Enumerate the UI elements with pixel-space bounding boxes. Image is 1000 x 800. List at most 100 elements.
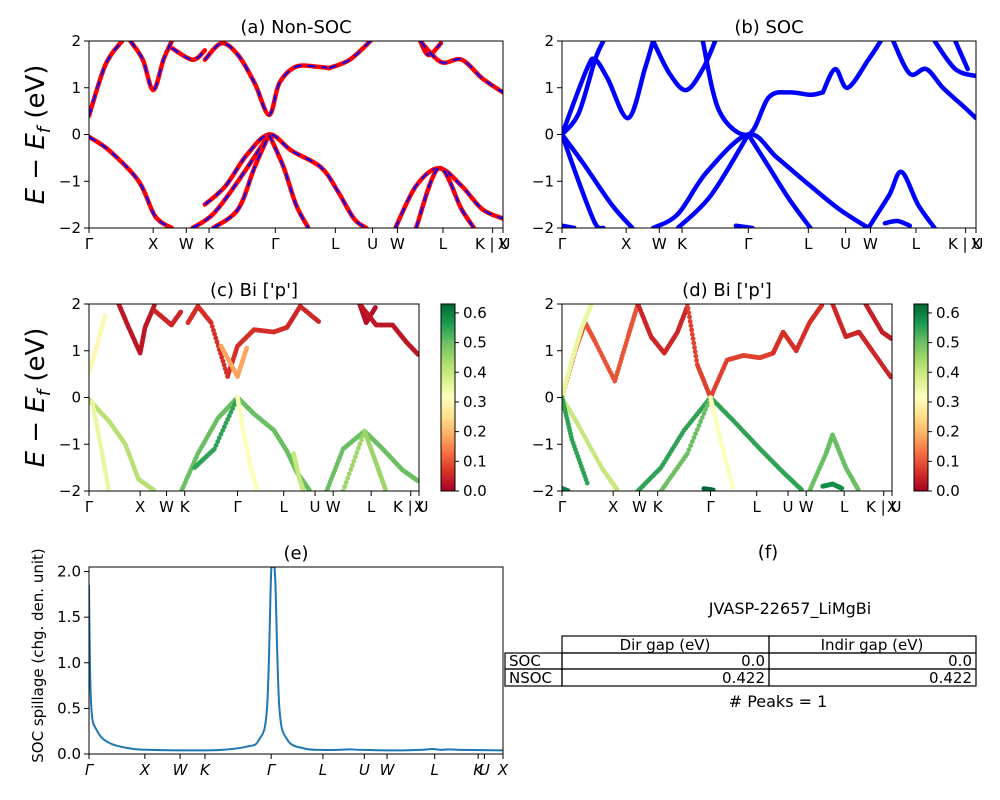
x-tick-label: L — [753, 498, 762, 516]
band-line-nsoc-dashed — [204, 42, 330, 116]
band-point — [690, 336, 696, 342]
band-line-nsoc — [326, 41, 373, 71]
band-point — [93, 418, 99, 423]
y-tick-label: 0 — [71, 389, 81, 407]
band-point — [699, 415, 705, 420]
x-tick-label: W — [390, 235, 405, 253]
band-point — [720, 448, 726, 453]
colorbar-tick-label: 0.6 — [936, 304, 960, 322]
band-line-soc — [820, 41, 884, 95]
x-tick-label: Γ — [558, 235, 567, 253]
y-tick-label: −2 — [59, 219, 81, 237]
band-point — [373, 305, 378, 310]
band-point — [685, 451, 690, 456]
band-point — [692, 349, 698, 355]
y-tick-label: −1 — [59, 172, 81, 190]
y-tick-label: −1 — [532, 435, 554, 453]
y-tick-label: 1 — [71, 79, 81, 97]
x-tick-label: U — [310, 498, 321, 516]
band-point — [208, 320, 214, 326]
band-point — [729, 481, 735, 487]
band-line-soc — [562, 41, 656, 137]
band-point — [98, 443, 104, 449]
y-tick-label: 1.0 — [57, 654, 81, 672]
colorbar-tick-label: 0.6 — [463, 304, 487, 322]
band-point — [231, 402, 237, 408]
band-point — [349, 463, 355, 468]
plot-area-a — [89, 41, 503, 228]
band-point — [218, 351, 223, 356]
band-point — [214, 339, 220, 345]
band-point — [721, 451, 727, 457]
x-tick-label: Γ — [706, 498, 715, 516]
band-point — [686, 310, 692, 316]
table-header-indir-gap: Indir gap (eV) — [821, 636, 924, 654]
band-point — [348, 467, 354, 472]
colorbar-c — [440, 303, 456, 492]
band-point — [300, 487, 306, 491]
y-tick-label: 2 — [71, 32, 81, 50]
band-line-nsoc — [210, 132, 272, 228]
x-tick-label: U — [840, 235, 851, 253]
x-tick-label: Γ — [233, 498, 242, 516]
x-tick-label: K | U — [948, 235, 983, 253]
band-point — [92, 414, 98, 420]
band-point — [839, 485, 845, 491]
band-point — [686, 447, 692, 452]
x-tick-label: U — [479, 761, 490, 779]
x-tick-label: W — [159, 498, 174, 516]
band-line-nsoc — [202, 41, 332, 118]
band-point — [888, 374, 892, 380]
colorbar-tick-label: 0.4 — [463, 363, 487, 381]
x-tick-label: Γ — [85, 498, 94, 516]
y-axis-label-spillage: SOC spillage (chg. den. unit) — [29, 548, 47, 763]
band-point — [351, 458, 357, 464]
x-tick-label: W — [173, 761, 189, 779]
band-line-nsoc — [128, 41, 175, 93]
y-tick-label: 1.5 — [57, 608, 81, 626]
band-line-nsoc-dashed — [419, 41, 503, 94]
band-line-soc — [953, 41, 970, 72]
panel-title-c: (c) Bi ['p'] — [210, 280, 298, 301]
spillage-line — [89, 567, 503, 752]
x-tick-label: U — [367, 235, 378, 253]
band-point — [888, 336, 892, 341]
x-tick-label: X — [148, 235, 158, 253]
band-point — [91, 407, 97, 412]
x-tick-label: X — [139, 761, 151, 779]
y-tick-label: 0 — [71, 126, 81, 144]
peaks-count: # Peaks = 1 — [729, 692, 828, 711]
band-point — [212, 446, 217, 452]
x-tick-label: X — [498, 235, 508, 253]
band-point — [730, 484, 736, 490]
band-point — [359, 437, 364, 443]
band-point — [356, 445, 361, 451]
band-point — [353, 454, 358, 460]
x-tick-label: W — [326, 498, 341, 516]
band-point — [694, 358, 699, 363]
band-point — [340, 488, 346, 491]
panel-f-title: (f) — [758, 542, 778, 563]
x-tick-label: W — [632, 498, 647, 516]
y-tick-label: 1 — [544, 342, 554, 360]
y-tick-label: 1 — [71, 342, 81, 360]
band-point — [221, 424, 227, 430]
plot-area-c — [89, 304, 419, 491]
y-tick-label: 1 — [544, 79, 554, 97]
band-point — [223, 420, 229, 426]
band-point — [102, 313, 108, 319]
band-point — [726, 470, 732, 475]
table-row-label-soc: SOC — [509, 652, 541, 670]
band-point — [316, 319, 321, 324]
y-tick-label: 2 — [544, 32, 554, 50]
colorbar-tick-label: 0.5 — [463, 334, 487, 352]
plot-area-b — [562, 41, 976, 228]
band-point — [588, 304, 594, 309]
band-point — [724, 462, 730, 468]
band-line-soc — [562, 41, 606, 137]
band-point — [689, 332, 695, 337]
band-point — [855, 486, 861, 491]
band-point — [346, 471, 352, 477]
